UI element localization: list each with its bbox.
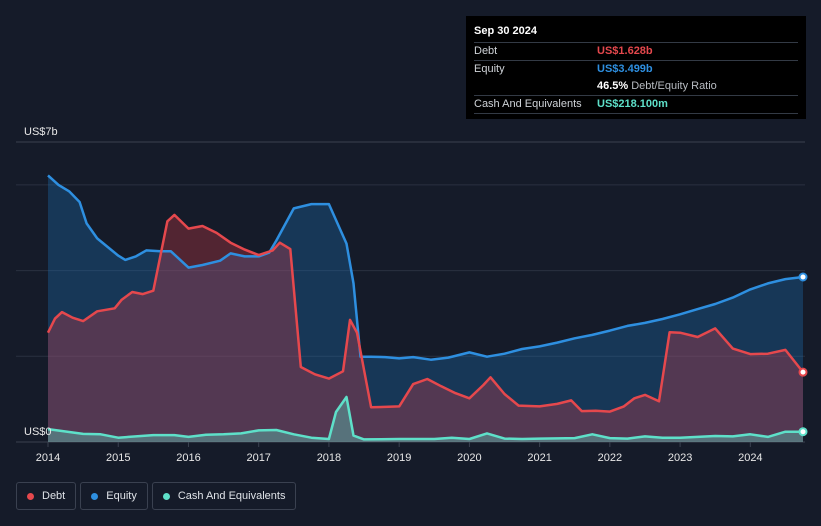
endpoint-debt [798,367,808,377]
line-cash [47,395,803,441]
x-tick-label: 2017 [246,452,270,464]
tooltip-ratio-label: Debt/Equity Ratio [631,80,717,92]
series-lines [46,174,808,441]
chart-legend: Debt Equity Cash And Equivalents [16,482,300,510]
tooltip-ratio-value: 46.5% [597,80,629,92]
tooltip-equity-value: US$3.499b [597,63,653,75]
tooltip-debt-row: Debt US$1.628b [474,42,798,60]
x-tick-label: 2018 [317,452,341,464]
x-tick-label: 2019 [387,452,411,464]
tooltip-debt-value: US$1.628b [597,45,653,57]
tooltip-debt-label: Debt [474,45,498,57]
x-tick-label: 2024 [738,452,762,464]
grid-lines [16,141,805,443]
endpoint-cash [798,427,808,437]
endpoint-equity [798,272,808,282]
legend-item-equity[interactable]: Equity [80,482,148,510]
tooltip-cash-label: Cash And Equivalents [474,98,582,110]
equity-dot-icon [91,492,99,500]
tooltip-equity-row: Equity US$3.499b [474,60,798,78]
x-tick-label: 2023 [668,452,692,464]
x-tick-label: 2015 [106,452,130,464]
tooltip-cash-value: US$218.100m [597,98,668,110]
legend-debt-label: Debt [42,490,66,502]
legend-item-debt[interactable]: Debt [16,482,77,510]
line-debt [46,213,804,413]
legend-equity-label: Equity [106,490,137,502]
tooltip-cash-row: Cash And Equivalents US$218.100m [474,95,798,114]
y-axis-top-label: US$7b [24,126,58,138]
area-debt [48,214,803,442]
data-tooltip: Sep 30 2024 Debt US$1.628b Equity US$3.4… [466,16,806,119]
x-tick-label: 2022 [598,452,622,464]
cash-dot-icon [162,492,170,500]
x-tick-label: 2021 [527,452,551,464]
debt-dot-icon [27,492,34,500]
tooltip-ratio-row: 46.5% Debt/Equity Ratio [474,78,798,95]
x-tick-label: 2014 [36,452,60,464]
x-tick-label: 2016 [176,452,200,464]
area-fills [48,175,803,442]
x-tick-label: 2020 [457,452,481,464]
y-axis-bottom-label: US$0 [24,426,52,438]
legend-item-cash[interactable]: Cash And Equivalents [151,482,297,510]
tooltip-equity-label: Equity [474,63,505,75]
legend-cash-label: Cash And Equivalents [177,490,286,502]
area-equity [48,175,803,442]
x-axis-ticks: 2014 2015 2016 2017 2018 2019 2020 2021 2022 2023… [36,442,763,464]
tooltip-date: Sep 30 2024 [474,25,537,37]
